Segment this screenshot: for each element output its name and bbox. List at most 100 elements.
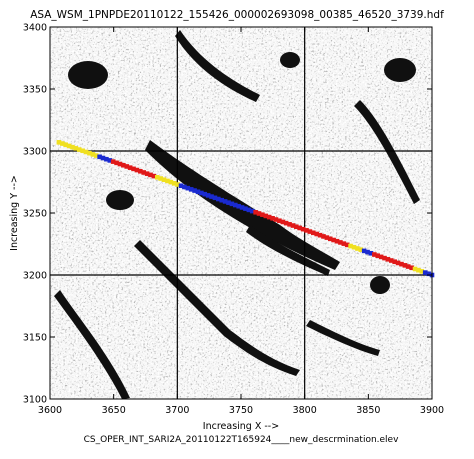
track-point xyxy=(358,247,364,252)
track-point xyxy=(229,201,235,207)
track-point xyxy=(158,176,163,181)
track-point xyxy=(263,213,269,219)
track-point xyxy=(182,184,187,190)
track-point xyxy=(321,234,326,239)
y-tick-label: 3350 xyxy=(23,85,47,96)
track-point xyxy=(334,238,340,244)
track-point xyxy=(97,154,102,160)
y-tick-label: 3300 xyxy=(23,147,47,158)
track-point xyxy=(226,200,231,205)
track-point xyxy=(361,248,367,254)
track-point xyxy=(307,229,313,234)
footer-filename: CS_OPER_INT_SARI2A_20110122T165924____ne… xyxy=(84,435,400,445)
grid-lines xyxy=(50,27,432,399)
track-point xyxy=(344,242,350,248)
track-point xyxy=(385,257,391,262)
track-point xyxy=(121,162,126,168)
track-point xyxy=(219,197,225,203)
x-tick-label: 3800 xyxy=(293,405,317,416)
track-point xyxy=(107,158,113,163)
x-axis-label: Increasing X --> xyxy=(203,421,279,432)
track-point xyxy=(297,225,303,231)
track-point xyxy=(395,260,401,266)
track-point xyxy=(341,241,347,246)
track-point xyxy=(310,230,316,236)
track-point xyxy=(348,243,353,249)
track-point xyxy=(378,254,384,260)
track-point xyxy=(290,223,296,228)
track-point xyxy=(426,271,431,277)
track-point xyxy=(277,218,282,224)
x-tick-label: 3750 xyxy=(229,405,253,416)
y-tick-label: 3400 xyxy=(23,23,47,34)
track-point xyxy=(60,141,65,146)
track-point xyxy=(294,224,299,230)
track-point xyxy=(168,179,174,185)
track-point xyxy=(212,195,218,201)
track-point xyxy=(199,190,204,196)
track-point xyxy=(144,171,150,176)
track-point xyxy=(87,150,92,156)
track-point xyxy=(134,167,140,173)
altimeter-track xyxy=(56,140,435,278)
axis-ticks: 3600 3650 3700 3750 3800 3850 3900 3100 3150 3200… xyxy=(23,23,444,417)
track-point xyxy=(114,160,119,166)
track-point xyxy=(76,147,82,152)
track-point xyxy=(148,172,153,178)
track-point xyxy=(222,199,228,204)
track-point xyxy=(287,222,292,227)
track-point xyxy=(412,266,418,272)
track-point xyxy=(236,203,241,209)
y-tick-label: 3150 xyxy=(23,333,47,344)
track-point xyxy=(256,211,262,216)
track-point xyxy=(117,161,123,167)
track-point xyxy=(270,216,275,221)
track-point xyxy=(56,140,62,145)
track-point xyxy=(283,220,289,226)
track-point xyxy=(138,168,143,174)
track-point xyxy=(338,240,343,245)
track-point xyxy=(399,261,404,267)
track-point xyxy=(205,193,211,198)
x-tick-label: 3600 xyxy=(38,405,62,416)
track-point xyxy=(178,183,184,189)
track-point xyxy=(151,173,157,179)
track-point xyxy=(382,255,387,261)
dark-ice-features xyxy=(54,30,420,399)
track-point xyxy=(195,189,201,195)
track-point xyxy=(388,258,394,263)
chart-title: ASA_WSM_1PNPDE20110122_155426_0000026930… xyxy=(30,9,444,21)
track-point xyxy=(365,249,370,255)
track-point xyxy=(70,144,75,150)
track-point xyxy=(93,153,99,158)
track-point xyxy=(327,236,333,242)
track-point xyxy=(253,209,258,215)
track-point xyxy=(368,250,374,256)
track-point xyxy=(165,178,170,184)
x-tick-label: 3900 xyxy=(420,405,444,416)
track-point xyxy=(209,194,214,199)
track-point xyxy=(419,269,425,274)
track-point xyxy=(232,202,238,208)
track-point xyxy=(104,156,109,162)
track-point xyxy=(392,259,397,265)
track-point xyxy=(375,253,381,259)
track-point xyxy=(243,206,248,211)
track-point xyxy=(216,196,221,202)
track-point xyxy=(80,148,85,154)
track-point xyxy=(273,217,279,222)
track-point xyxy=(141,170,147,175)
track-point xyxy=(131,166,136,172)
track-point xyxy=(202,191,208,197)
track-point xyxy=(300,226,306,232)
track-point xyxy=(175,182,180,187)
track-point xyxy=(66,143,72,149)
track-point xyxy=(314,231,319,237)
x-tick-label: 3700 xyxy=(165,405,189,416)
y-tick-label: 3250 xyxy=(23,209,47,220)
track-point xyxy=(280,219,286,225)
track-point xyxy=(154,174,160,180)
track-point xyxy=(124,164,130,169)
track-point xyxy=(63,142,68,148)
